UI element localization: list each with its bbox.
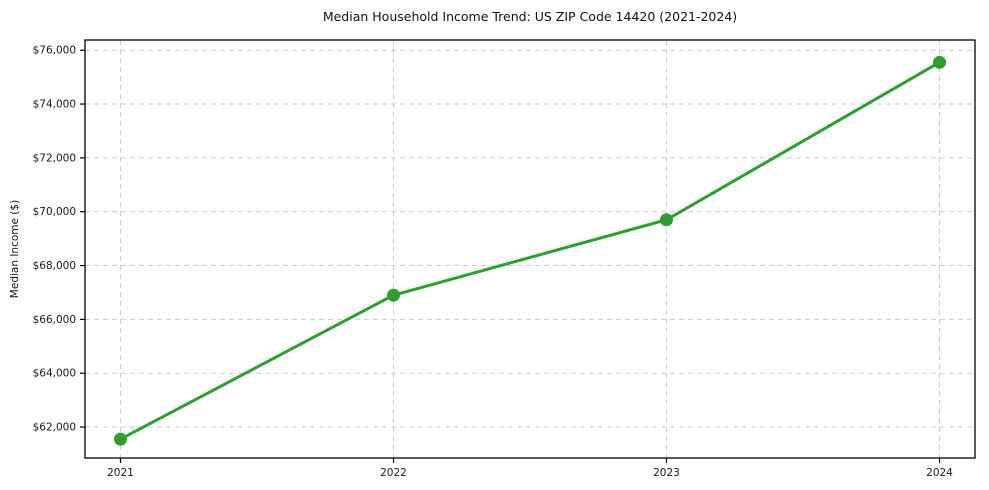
x-tick-label: 2022 (380, 467, 407, 479)
y-tick-label: $70,000 (33, 206, 76, 218)
data-point (933, 55, 947, 69)
y-tick-label: $62,000 (33, 422, 76, 434)
y-tick-label: $66,000 (33, 314, 76, 326)
y-tick-label: $72,000 (33, 152, 76, 164)
y-tick-label: $76,000 (33, 45, 76, 57)
y-tick-label: $64,000 (33, 368, 76, 380)
data-point (113, 432, 127, 446)
chart-title: Median Household Income Trend: US ZIP Co… (322, 9, 738, 24)
x-tick-label: 2024 (926, 467, 953, 479)
plot-border (84, 39, 976, 459)
data-point (386, 288, 400, 302)
y-tick-label: $68,000 (33, 260, 76, 272)
x-tick-label: 2023 (653, 467, 680, 479)
x-tick-label: 2021 (107, 467, 134, 479)
y-tick-label: $74,000 (33, 99, 76, 111)
trend-line (118, 60, 942, 441)
data-point (660, 213, 674, 227)
